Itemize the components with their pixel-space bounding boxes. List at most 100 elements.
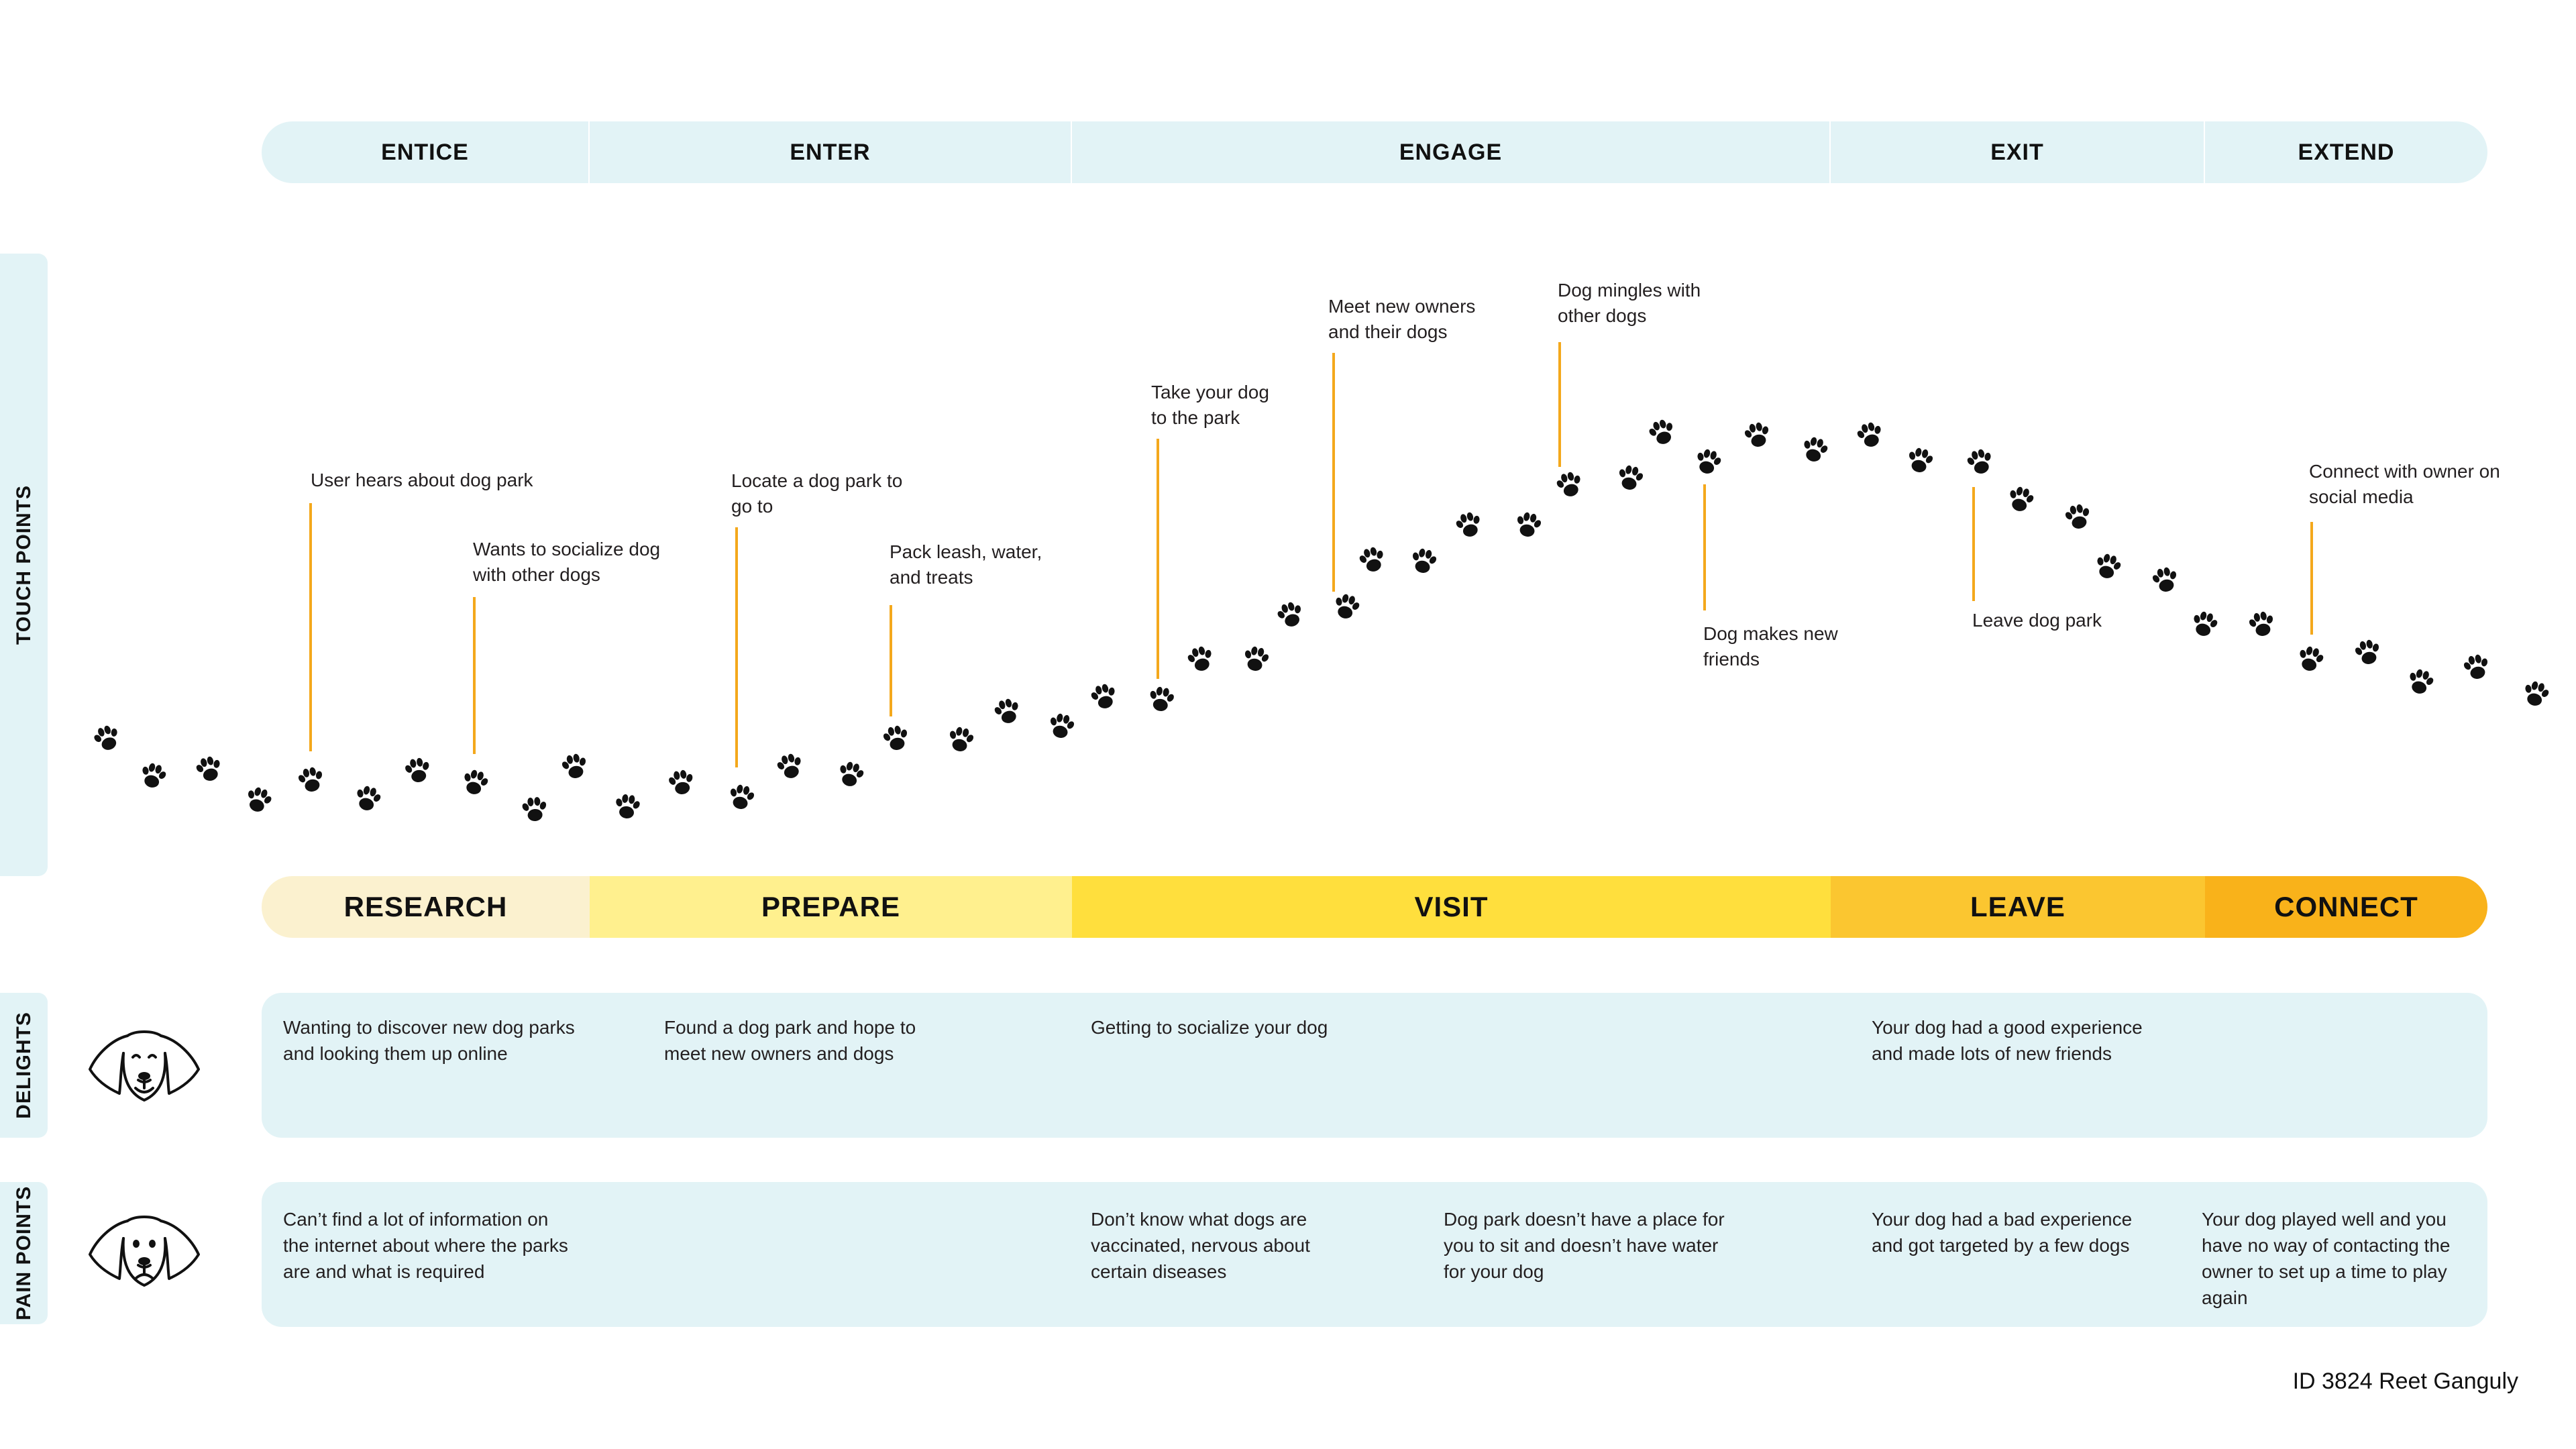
touch-points-tab: TOUCH POINTS — [0, 254, 48, 876]
paw-print-icon — [352, 784, 384, 814]
paw-print-icon — [1964, 447, 1996, 477]
stage-prepare: PREPARE — [590, 876, 1072, 938]
touchpoint-connector — [735, 527, 738, 767]
paw-print-icon — [880, 723, 912, 753]
pain-point-visit-vaccination: Don’t know what dogs are vaccinated, ner… — [1091, 1209, 1310, 1282]
delights-label: DELIGHTS — [12, 1012, 35, 1119]
touchpoint-label: Meet new owners and their dogs — [1328, 296, 1476, 342]
paw-print-icon — [1185, 644, 1217, 674]
delight-visit: Getting to socialize your dog — [1091, 1017, 1328, 1038]
paw-print-icon — [1904, 445, 1936, 475]
paw-print-icon — [1513, 510, 1544, 539]
paw-print-icon — [1408, 546, 1440, 576]
paw-print-icon — [2461, 652, 2492, 682]
paw-print-icon — [726, 782, 757, 812]
touchpoint-label: Locate a dog park to go to — [731, 470, 903, 517]
pain-points-label: PAIN POINTS — [12, 1185, 35, 1321]
paw-trail — [90, 417, 2552, 822]
paw-print-icon — [2092, 551, 2124, 582]
paw-print-icon — [242, 784, 275, 816]
paw-print-icon — [559, 751, 590, 781]
paw-print-icon — [1046, 711, 1077, 741]
phase-engage: ENGAGE — [1399, 139, 1503, 165]
touchpoint-label: Pack leash, water, and treats — [890, 541, 1042, 588]
paw-print-icon — [520, 796, 549, 822]
phase-entice: ENTICE — [381, 139, 469, 165]
paw-print-icon — [2246, 609, 2277, 639]
pain-point-leave: Your dog had a bad experience and got ta… — [1872, 1209, 2133, 1256]
paw-print-icon — [137, 761, 169, 791]
pain-points-tab: PAIN POINTS — [0, 1182, 48, 1324]
touchpoint-label: Dog mingles with other dogs — [1558, 280, 1701, 326]
touchpoint-label: Dog makes new friends — [1703, 623, 1838, 669]
paw-print-icon — [1146, 685, 1177, 714]
delights-tab: DELIGHTS — [0, 993, 48, 1138]
touchpoint-connector — [309, 503, 312, 751]
phase-divider — [1071, 121, 1072, 183]
paw-print-icon — [1554, 470, 1586, 500]
touchpoint-label: Wants to socialize dog with other dogs — [473, 539, 661, 585]
phase-extend: EXTEND — [2298, 139, 2395, 165]
touchpoint-label: Connect with owner on social media — [2309, 461, 2500, 507]
touchpoint-connector — [1332, 353, 1335, 592]
stage-connect: CONNECT — [2205, 876, 2487, 938]
paw-print-icon — [1240, 644, 1272, 674]
stage-visit: VISIT — [1072, 876, 1831, 938]
paw-print-icon — [2062, 502, 2094, 531]
paw-print-icon — [1854, 420, 1886, 450]
paw-print-icon — [1741, 420, 1773, 449]
paw-print-icon — [2004, 484, 2037, 515]
paw-print-icon — [945, 724, 977, 754]
paw-print-icon — [402, 756, 433, 785]
paw-print-icon — [90, 722, 123, 754]
pain-point-connect: Your dog played well and you have no way… — [2202, 1209, 2451, 1308]
paw-print-icon — [459, 767, 491, 798]
paw-print-icon — [1088, 682, 1120, 712]
paw-print-icon — [612, 792, 643, 820]
touchpoint-connector — [1972, 487, 1975, 601]
phase-divider — [588, 121, 590, 183]
paw-print-icon — [1692, 447, 1724, 477]
delight-leave: Your dog had a good experience and made … — [1872, 1017, 2143, 1064]
journey-stages-bar: RESEARCH PREPARE VISIT LEAVE CONNECT — [262, 876, 2487, 938]
delight-prepare: Found a dog park and hope to meet new ow… — [664, 1017, 916, 1064]
paw-print-icon — [1274, 599, 1307, 631]
phase-exit: EXIT — [1990, 139, 2044, 165]
paw-print-icon — [2520, 679, 2552, 709]
paw-print-icon — [1615, 463, 1646, 492]
paw-print-icon — [2294, 644, 2326, 674]
touchpoint-connector — [1157, 439, 1159, 679]
touchpoint-connector — [1703, 484, 1706, 610]
phase-divider — [1829, 121, 1831, 183]
pain-points-panel: Can’t find a lot of information on the i… — [262, 1182, 2487, 1327]
paw-print-icon — [2404, 667, 2436, 697]
delight-research: Wanting to discover new dog parks and lo… — [283, 1017, 575, 1064]
paw-print-icon — [666, 768, 697, 797]
stage-leave: LEAVE — [1831, 876, 2205, 938]
paw-print-icon — [1330, 592, 1362, 622]
paw-print-icon — [2352, 637, 2383, 667]
author-credit: ID 3824 Reet Ganguly — [2292, 1368, 2518, 1394]
pain-point-research: Can’t find a lot of information on the i… — [283, 1209, 568, 1282]
touchpoint-connector — [1558, 342, 1561, 467]
pain-point-visit-amenities: Dog park doesn’t have a place for you to… — [1444, 1209, 1725, 1282]
paw-print-icon — [1453, 510, 1485, 540]
paw-print-icon — [991, 696, 1024, 727]
touchpoint-connector — [890, 605, 892, 716]
paw-print-icon — [835, 759, 867, 790]
touchpoint-label: User hears about dog park — [311, 470, 533, 490]
paw-print-icon — [2149, 565, 2181, 594]
paw-print-icon — [1799, 435, 1831, 465]
paw-print-icon — [2188, 609, 2220, 639]
touchpoint-connector — [2310, 522, 2313, 635]
phase-divider — [2204, 121, 2205, 183]
touchpoint-label: Leave dog park — [1972, 610, 2102, 631]
paw-print-icon — [295, 765, 327, 794]
delights-panel: Wanting to discover new dog parks and lo… — [262, 993, 2487, 1138]
paw-print-icon — [774, 751, 806, 782]
touchpoint-label: Take your dog to the park — [1151, 382, 1269, 428]
phase-enter: ENTER — [790, 139, 871, 165]
paw-print-icon — [193, 754, 225, 784]
touchpoint-connector — [473, 597, 476, 754]
paw-print-icon — [1646, 417, 1678, 448]
